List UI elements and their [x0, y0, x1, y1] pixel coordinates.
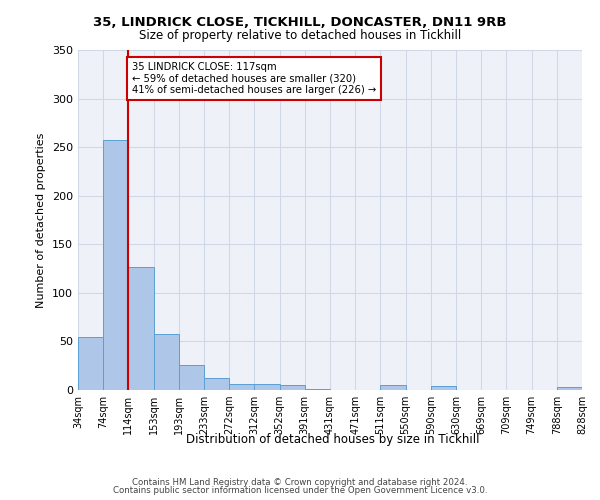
Text: Size of property relative to detached houses in Tickhill: Size of property relative to detached ho…	[139, 28, 461, 42]
Bar	[78, 336, 103, 390]
Bar	[305, 389, 330, 390]
Bar	[179, 364, 204, 390]
Bar	[557, 387, 582, 390]
Bar	[280, 385, 305, 390]
Text: 35 LINDRICK CLOSE: 117sqm
← 59% of detached houses are smaller (320)
41% of semi: 35 LINDRICK CLOSE: 117sqm ← 59% of detac…	[132, 62, 376, 95]
Text: Distribution of detached houses by size in Tickhill: Distribution of detached houses by size …	[186, 432, 480, 446]
Text: Contains HM Land Registry data © Crown copyright and database right 2024.: Contains HM Land Registry data © Crown c…	[132, 478, 468, 487]
Bar	[128, 266, 154, 390]
Bar	[431, 386, 456, 390]
Y-axis label: Number of detached properties: Number of detached properties	[37, 132, 46, 308]
Bar	[229, 384, 254, 390]
Bar	[204, 378, 229, 390]
Text: 35, LINDRICK CLOSE, TICKHILL, DONCASTER, DN11 9RB: 35, LINDRICK CLOSE, TICKHILL, DONCASTER,…	[93, 16, 507, 29]
Bar	[254, 384, 280, 390]
Bar	[103, 140, 128, 390]
Text: Contains public sector information licensed under the Open Government Licence v3: Contains public sector information licen…	[113, 486, 487, 495]
Bar	[154, 334, 179, 390]
Bar	[380, 385, 406, 390]
